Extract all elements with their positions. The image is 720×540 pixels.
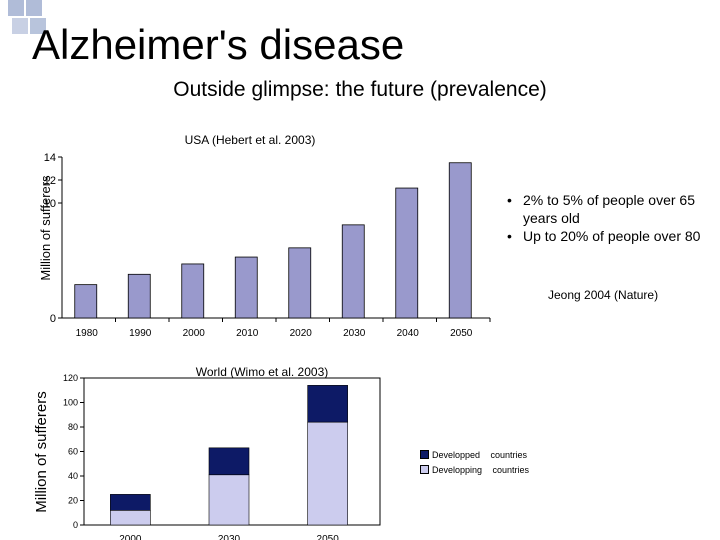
world-y-tick-label: 40 [68,471,78,481]
world-bar-developed [208,447,250,476]
usa-bar [288,247,312,319]
world-y-tick-label: 0 [73,520,78,530]
legend-label: Developping countries [432,465,530,475]
decorative-square [8,0,24,16]
legend-item-developing: Developping countries [420,465,529,475]
world-y-axis-label: Million of sufferers [33,391,50,512]
decorative-square [12,18,28,34]
world-y-tick-label: 60 [68,447,78,457]
usa-bar [448,162,472,319]
decorative-square [26,0,42,16]
usa-x-tick-label: 2050 [450,328,473,339]
fact-bullet: Up to 20% of people over 80 [505,227,715,245]
world-bar-developed [110,494,151,511]
world-y-tick-label: 80 [68,422,78,432]
world-bar-developed [307,385,348,423]
usa-source-citation: Jeong 2004 (Nature) [548,288,659,302]
usa-bar [74,284,98,319]
world-y-tick-label: 20 [68,496,78,506]
decorative-square [30,18,46,34]
usa-x-tick-label: 1980 [76,328,99,339]
world-x-tick-label: 2000 [119,534,142,540]
legend-item-developed: Developped countries [420,450,527,460]
world-bar-developing [208,474,250,526]
usa-bar [395,187,419,319]
fact-bullets: 2% to 5% of people over 65 years old Up … [505,191,715,245]
usa-x-tick-label: 2020 [290,328,313,339]
legend-swatch-developed [420,450,429,459]
legend-label: Developped countries [432,450,528,460]
world-x-tick-label: 2050 [317,534,340,540]
usa-bar [127,273,151,319]
world-y-tick-label: 120 [63,373,78,383]
usa-x-tick-label: 2010 [236,328,259,339]
usa-y-tick-label: 10 [44,198,56,210]
world-chart-title: World (Wimo et al. 2003) [196,365,329,379]
fact-bullet: 2% to 5% of people over 65 years old [505,191,715,227]
usa-y-axis-label: Million of sufferers [38,175,53,281]
world-bar-developing [110,509,151,526]
usa-y-tick-label: 12 [44,175,56,187]
usa-x-tick-label: 1990 [129,328,152,339]
slide-subtitle: Outside glimpse: the future (prevalence) [173,78,547,101]
world-x-tick-label: 2030 [218,534,241,540]
slide-title: Alzheimer's disease [32,21,405,68]
usa-y-tick-label: 14 [44,152,56,164]
usa-x-tick-label: 2040 [397,328,420,339]
usa-bar [341,224,365,319]
world-y-tick-label: 100 [63,398,78,408]
usa-y-tick-label: 0 [50,313,56,325]
legend-swatch-developing [420,465,429,474]
world-bar-developing [307,421,348,526]
usa-bar [181,263,205,319]
usa-bar [234,256,258,319]
usa-x-tick-label: 2030 [343,328,366,339]
usa-chart-title: USA (Hebert et al. 2003) [185,133,316,147]
usa-x-tick-label: 2000 [183,328,206,339]
